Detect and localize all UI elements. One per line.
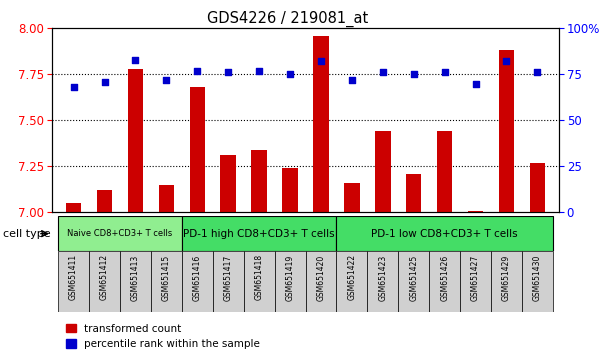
- Legend: transformed count, percentile rank within the sample: transformed count, percentile rank withi…: [67, 324, 260, 349]
- Bar: [251, 150, 267, 212]
- Bar: [499, 50, 514, 212]
- Point: [316, 59, 326, 64]
- Bar: [221, 155, 236, 212]
- FancyBboxPatch shape: [367, 251, 398, 312]
- FancyBboxPatch shape: [460, 251, 491, 312]
- FancyBboxPatch shape: [522, 251, 553, 312]
- FancyBboxPatch shape: [491, 251, 522, 312]
- FancyBboxPatch shape: [429, 251, 460, 312]
- Text: PD-1 low CD8+CD3+ T cells: PD-1 low CD8+CD3+ T cells: [371, 229, 518, 239]
- Point: [192, 68, 202, 74]
- Point: [533, 70, 543, 75]
- FancyBboxPatch shape: [398, 251, 429, 312]
- Text: PD-1 high CD8+CD3+ T cells: PD-1 high CD8+CD3+ T cells: [183, 229, 335, 239]
- Point: [100, 79, 109, 85]
- FancyBboxPatch shape: [274, 251, 306, 312]
- FancyBboxPatch shape: [120, 251, 151, 312]
- Text: GSM651418: GSM651418: [255, 254, 263, 301]
- Text: GSM651430: GSM651430: [533, 254, 542, 301]
- Bar: [282, 168, 298, 212]
- Text: GSM651420: GSM651420: [316, 254, 326, 301]
- Point: [285, 72, 295, 77]
- Text: GSM651422: GSM651422: [348, 254, 356, 301]
- Text: GSM651417: GSM651417: [224, 254, 233, 301]
- FancyBboxPatch shape: [151, 251, 182, 312]
- Bar: [468, 211, 483, 212]
- FancyBboxPatch shape: [306, 251, 337, 312]
- FancyBboxPatch shape: [58, 216, 182, 251]
- Text: GSM651425: GSM651425: [409, 254, 418, 301]
- Text: GSM651429: GSM651429: [502, 254, 511, 301]
- Point: [409, 72, 419, 77]
- Point: [223, 70, 233, 75]
- Point: [378, 70, 388, 75]
- Text: GDS4226 / 219081_at: GDS4226 / 219081_at: [207, 11, 368, 27]
- FancyBboxPatch shape: [89, 251, 120, 312]
- FancyBboxPatch shape: [213, 251, 244, 312]
- FancyBboxPatch shape: [244, 251, 274, 312]
- Bar: [530, 163, 545, 212]
- Bar: [66, 203, 81, 212]
- Point: [254, 68, 264, 74]
- Text: cell type: cell type: [3, 229, 51, 239]
- Text: Naive CD8+CD3+ T cells: Naive CD8+CD3+ T cells: [67, 229, 172, 238]
- Bar: [189, 87, 205, 212]
- Point: [502, 59, 511, 64]
- Text: GSM651427: GSM651427: [471, 254, 480, 301]
- Text: GSM651411: GSM651411: [69, 254, 78, 301]
- Text: GSM651413: GSM651413: [131, 254, 140, 301]
- Bar: [406, 174, 422, 212]
- FancyBboxPatch shape: [182, 251, 213, 312]
- Point: [131, 57, 141, 62]
- Text: GSM651426: GSM651426: [440, 254, 449, 301]
- FancyBboxPatch shape: [182, 216, 337, 251]
- Text: GSM651416: GSM651416: [193, 254, 202, 301]
- Bar: [313, 36, 329, 212]
- Point: [470, 81, 480, 86]
- Point: [68, 84, 78, 90]
- Bar: [437, 131, 452, 212]
- Bar: [344, 183, 360, 212]
- Text: GSM651412: GSM651412: [100, 254, 109, 301]
- Text: GSM651423: GSM651423: [378, 254, 387, 301]
- Text: GSM651419: GSM651419: [285, 254, 295, 301]
- FancyBboxPatch shape: [58, 251, 89, 312]
- Point: [161, 77, 171, 83]
- Bar: [375, 131, 390, 212]
- FancyBboxPatch shape: [337, 251, 367, 312]
- Point: [440, 70, 450, 75]
- Text: GSM651415: GSM651415: [162, 254, 171, 301]
- Bar: [128, 69, 143, 212]
- Bar: [159, 185, 174, 212]
- Point: [347, 77, 357, 83]
- FancyBboxPatch shape: [337, 216, 553, 251]
- Bar: [97, 190, 112, 212]
